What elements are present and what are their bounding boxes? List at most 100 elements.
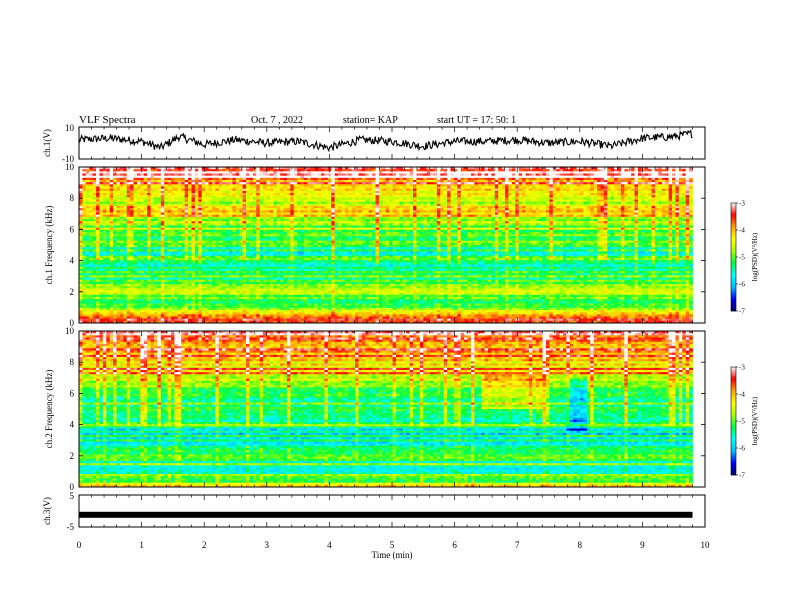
- spectrogram-cell: [194, 190, 199, 194]
- spectrogram-cell: [102, 199, 107, 203]
- spectrogram-cell: [651, 201, 656, 205]
- spectrogram-cell: [467, 197, 472, 200]
- spectrogram-cell: [385, 175, 390, 179]
- spectrogram-cell: [651, 180, 656, 183]
- spectrogram-cell: [208, 171, 213, 174]
- spectrogram-cell: [453, 175, 458, 179]
- spectrogram-cell: [447, 193, 451, 196]
- spectrogram-cell: [559, 182, 564, 185]
- spectrogram-cell: [450, 184, 455, 187]
- spectrogram-cell: [252, 177, 257, 181]
- spectrogram-cell: [126, 197, 131, 200]
- spectrogram-cell: [310, 197, 315, 200]
- spectrogram-cell: [413, 193, 417, 196]
- spectrogram-cell: [634, 177, 639, 181]
- spectrogram-cell: [413, 195, 417, 198]
- spectrogram-cell: [249, 167, 254, 170]
- spectrogram-cell: [682, 186, 687, 190]
- spectrogram-cell: [218, 171, 223, 174]
- spectrogram-cell: [116, 203, 121, 207]
- spectrogram-cell: [378, 186, 383, 190]
- spectrogram-cell: [576, 184, 581, 187]
- spectrogram-cell: [160, 195, 165, 198]
- spectrogram-cell: [300, 186, 305, 190]
- spectrogram-cell: [177, 203, 182, 207]
- spectrogram-cell: [355, 197, 359, 200]
- spectrogram-cell: [542, 186, 547, 190]
- spectrogram-cell: [614, 173, 618, 177]
- spectrogram-cell: [266, 190, 271, 194]
- spectrogram-cell: [89, 193, 94, 196]
- spectrogram-cell: [665, 173, 670, 177]
- spectrogram-cell: [539, 197, 543, 200]
- spectrogram-cell: [484, 197, 489, 200]
- spectrogram-cell: [341, 190, 346, 194]
- spectrogram-cell: [399, 193, 404, 196]
- spectrogram-cell: [522, 169, 526, 172]
- spectrogram-cell: [136, 197, 141, 200]
- spectrogram-cell: [109, 199, 114, 203]
- spectrogram-cell: [102, 195, 107, 198]
- spectrogram-cell: [314, 190, 318, 194]
- spectrogram-cell: [375, 201, 380, 205]
- spectrogram-cell: [672, 195, 676, 198]
- spectrogram-cell: [164, 180, 169, 183]
- spectrogram-cell: [460, 167, 465, 170]
- spectrogram-cell: [474, 177, 479, 181]
- spectrogram-cell: [409, 182, 414, 185]
- spectrogram-cell: [334, 169, 339, 172]
- spectrogram-cell: [266, 169, 271, 172]
- spectrogram-cell: [348, 173, 353, 177]
- spectrogram-cell: [310, 190, 315, 194]
- spectrogram-cell: [651, 169, 656, 172]
- spectrogram-cell: [392, 177, 397, 181]
- spectrogram-cell: [256, 199, 261, 203]
- spectrogram-cell: [222, 199, 226, 203]
- spectrogram-cell: [85, 180, 90, 183]
- spectrogram-cell: [317, 199, 322, 203]
- spectrogram-cell: [389, 175, 393, 179]
- spectrogram-cell: [215, 203, 220, 207]
- spectrogram-cell: [637, 180, 642, 183]
- spectrogram-cell: [205, 193, 209, 196]
- spectrogram-cell: [658, 184, 663, 187]
- spectrogram-cell: [378, 201, 383, 205]
- spectrogram-cell: [566, 195, 571, 198]
- spectrogram-cell: [184, 173, 189, 177]
- spectrogram-cell: [293, 173, 298, 177]
- spectrogram-cell: [368, 184, 373, 187]
- spectrogram-cell: [171, 203, 175, 207]
- spectrogram-cell: [290, 182, 295, 185]
- spectrogram-cell: [590, 186, 595, 190]
- spectrogram-cell: [413, 186, 417, 190]
- spectrogram-cell: [406, 184, 410, 187]
- spectrogram-cell: [286, 180, 291, 183]
- spectrogram-cell: [515, 203, 520, 207]
- spectrogram-cell: [430, 201, 434, 205]
- spectrogram-cell: [116, 177, 121, 181]
- spectrogram-cell: [266, 186, 271, 190]
- spectrogram-cell: [164, 195, 169, 198]
- spectrogram-cell: [130, 167, 134, 170]
- spectrogram-cell: [215, 184, 220, 187]
- spectrogram-cell: [171, 171, 175, 174]
- spectrogram-cell: [317, 195, 322, 198]
- spectrogram-cell: [430, 184, 434, 187]
- spectrogram-cell: [147, 188, 151, 192]
- spectrogram-cell: [620, 180, 625, 183]
- spectrogram-cell: [566, 173, 571, 177]
- spectrogram-cell: [341, 177, 346, 181]
- spectrogram-cell: [576, 193, 581, 196]
- spectrogram-cell: [675, 182, 680, 185]
- spectrogram-cell: [89, 197, 94, 200]
- spectrogram-cell: [593, 175, 598, 179]
- spectrogram-cell: [341, 201, 346, 205]
- spectrogram-cell: [314, 201, 318, 205]
- spectrogram-cell: [470, 175, 475, 179]
- spectrogram-cell: [603, 171, 608, 174]
- spectrogram-cell: [617, 182, 622, 185]
- spectrogram-cell: [631, 199, 635, 203]
- spectrogram-cell: [106, 195, 111, 198]
- spectrogram-cell: [515, 197, 520, 200]
- spectrogram-cell: [82, 180, 87, 183]
